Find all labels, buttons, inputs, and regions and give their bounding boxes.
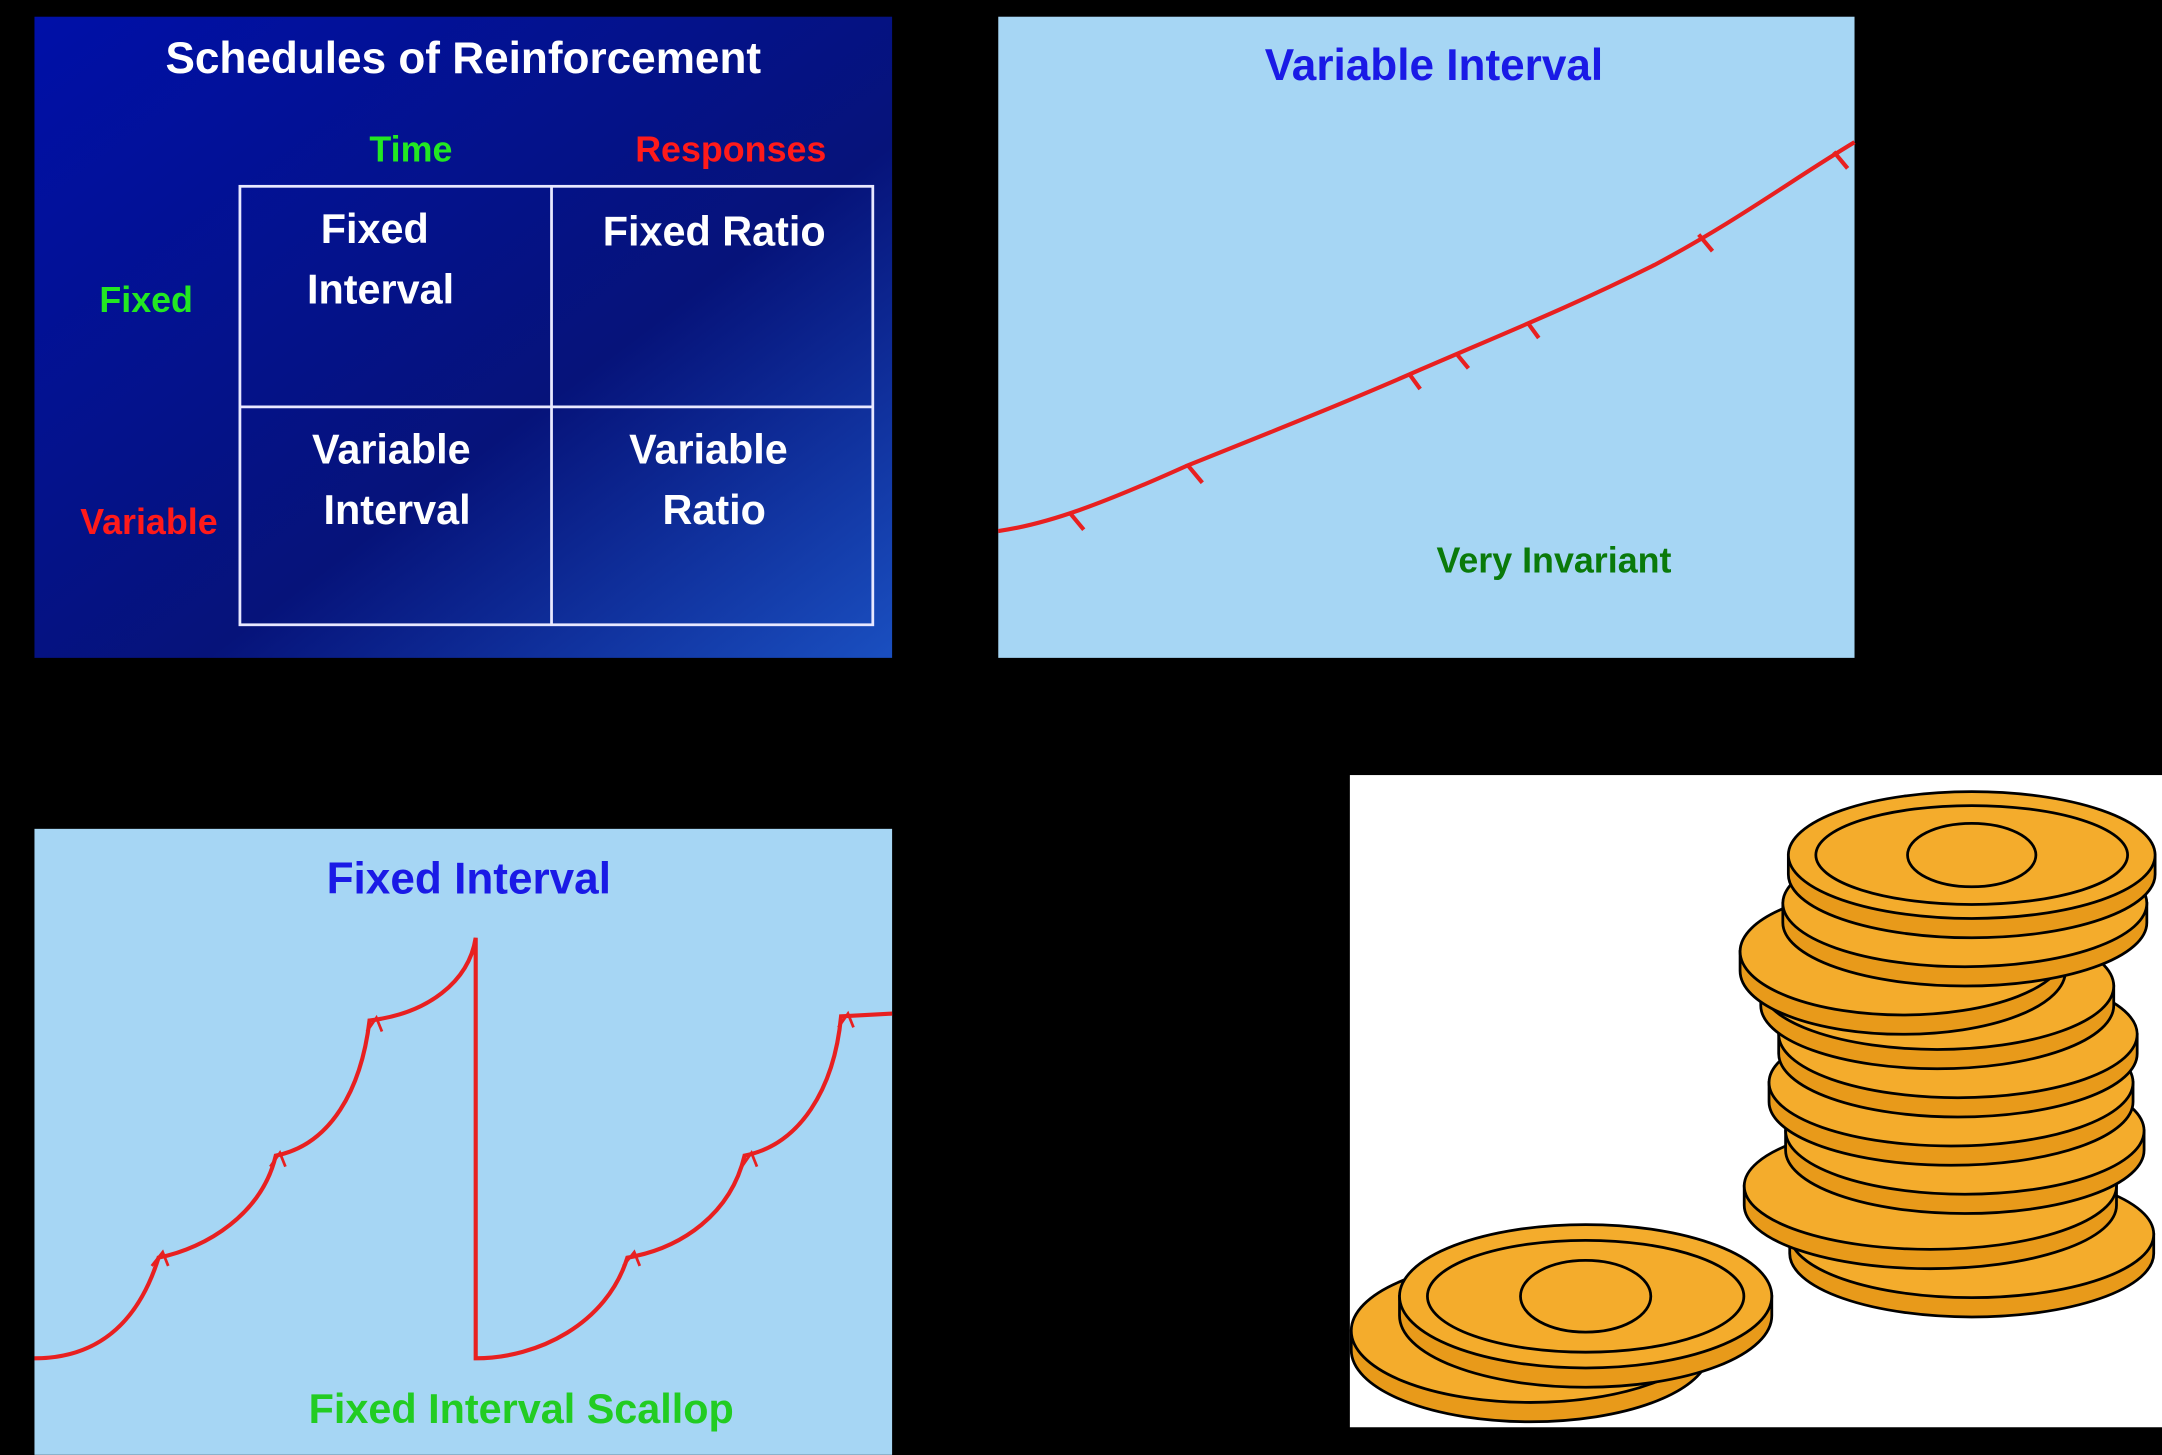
- cell-line: Interval: [324, 487, 471, 533]
- coins-slide: [1350, 775, 2162, 1427]
- cell-line: Ratio: [663, 487, 766, 533]
- slide-title: Variable Interval: [1265, 41, 1603, 90]
- row-header: Fixed: [99, 280, 193, 320]
- slides: Schedules of Reinforcement Time Response…: [0, 0, 2162, 1455]
- slide-background: [34, 829, 892, 1455]
- slide-title: Schedules of Reinforcement: [165, 34, 761, 83]
- cell-line: Interval: [307, 267, 454, 313]
- cell-line: Fixed Ratio: [603, 209, 826, 255]
- column-header: Responses: [635, 129, 826, 169]
- slide-background: [998, 17, 1854, 658]
- page: {"slide1": {"title": "Schedules of Reinf…: [0, 0, 2162, 1455]
- slide-background: [34, 17, 892, 658]
- slide-caption: Very Invariant: [1436, 540, 1671, 580]
- slide-caption: Fixed Interval Scallop: [309, 1386, 734, 1432]
- coin-face: [1400, 1225, 1772, 1368]
- fixed-interval-slide: Fixed Interval Fixed Interval Scallop: [34, 829, 892, 1455]
- cell-line: Variable: [312, 426, 471, 472]
- coin-face: [1788, 792, 2155, 919]
- cell-line: Variable: [629, 426, 788, 472]
- slide-title: Fixed Interval: [327, 855, 611, 904]
- schedules-slide: Schedules of Reinforcement Time Response…: [34, 17, 892, 658]
- cell-line: Fixed: [321, 206, 429, 252]
- row-header: Variable: [80, 502, 217, 542]
- variable-interval-slide: Variable Interval Very Invariant: [998, 17, 1854, 658]
- column-header: Time: [369, 129, 452, 169]
- cell: Fixed Ratio: [603, 209, 826, 255]
